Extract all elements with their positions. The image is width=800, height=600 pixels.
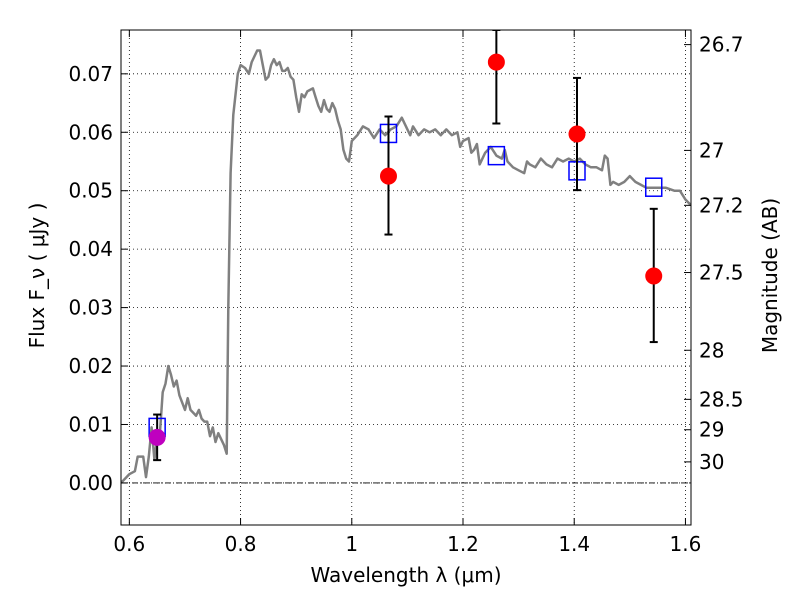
right-tick-label: 28.5	[699, 387, 744, 411]
grid-lines	[121, 30, 691, 525]
x-tick-label: 0.8	[225, 532, 257, 556]
x-tick-label: 1	[345, 532, 358, 556]
right-tick-label: 27.5	[699, 261, 744, 285]
y-tick-label: 0.05	[68, 179, 113, 203]
y-tick-label: 0.07	[68, 62, 113, 86]
model-photometry-square	[644, 177, 663, 197]
right-tick-label: 26.7	[699, 33, 744, 57]
x-tick-label: 1.6	[670, 532, 702, 556]
right-axis-label: Magnitude (AB)	[758, 198, 782, 353]
model-photometry-square	[487, 145, 506, 166]
right-tick-label: 29	[699, 418, 724, 442]
tick-marks	[121, 30, 691, 525]
observed-flux-point	[568, 125, 586, 143]
model-spectrum-line	[121, 49, 691, 484]
y-tick-label: 0.00	[68, 471, 113, 495]
x-tick-label: 1.4	[558, 532, 590, 556]
y-tick-label: 0.03	[68, 296, 113, 320]
x-tick-label: 1.2	[447, 532, 479, 556]
y-tick-label: 0.02	[68, 354, 113, 378]
y-tick-label: 0.01	[68, 412, 113, 436]
observed-flux-point	[379, 167, 397, 185]
y-tick-label: 0.06	[68, 120, 113, 144]
y-axis-label: Flux F_ν ( μJy )	[25, 203, 49, 349]
y-tick-label: 0.04	[68, 237, 113, 261]
right-tick-label: 28	[699, 338, 724, 362]
right-tick-label: 30	[699, 450, 724, 474]
series-layer	[121, 30, 691, 484]
tick-labels: 0.6 0.8 1 1.2 1.4 1.6 0.00 0.01 0.02 0.03 0.04 0.05…	[68, 33, 743, 556]
observed-flux-point	[487, 53, 505, 71]
x-axis-label: Wavelength λ (μm)	[310, 563, 501, 587]
observed-flux-point	[148, 428, 166, 446]
right-tick-label: 27	[699, 138, 724, 162]
observed-flux-point	[645, 267, 663, 285]
plot-frame	[120, 29, 692, 526]
right-tick-label: 27.2	[699, 193, 744, 217]
x-tick-label: 0.6	[113, 532, 145, 556]
